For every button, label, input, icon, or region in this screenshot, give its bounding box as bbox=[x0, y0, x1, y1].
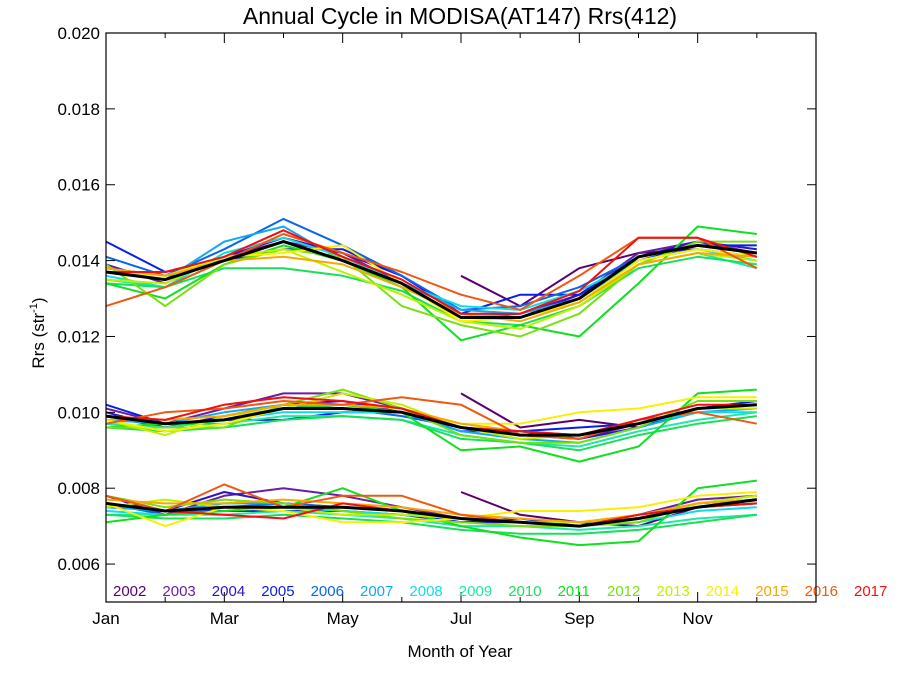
y-axis-label-close: ) bbox=[29, 297, 48, 303]
x-tick-label: Jan bbox=[92, 609, 119, 628]
series-line-2012-band-2 bbox=[106, 388, 757, 444]
legend-item-2007: 2007 bbox=[360, 583, 393, 600]
series-line-2012-band-1 bbox=[105, 240, 757, 338]
legend-item-2014: 2014 bbox=[706, 583, 739, 600]
x-tick-label: Mar bbox=[210, 609, 240, 628]
series-line-2011-band-1 bbox=[105, 225, 757, 342]
y-tick-label: 0.008 bbox=[57, 479, 100, 498]
y-tick-label: 0.006 bbox=[57, 555, 100, 574]
legend-item-2012: 2012 bbox=[607, 583, 640, 600]
y-axis-label-sup: -1 bbox=[28, 303, 40, 313]
mean-layer bbox=[105, 240, 757, 528]
legend-item-2011: 2011 bbox=[558, 583, 590, 600]
tick-layer: 0.006 0.008 0.010 0.012 0.014 0.016 0.018 0.020… bbox=[57, 24, 817, 628]
x-tick-label: May bbox=[327, 609, 360, 628]
y-axis-label-text: Rrs (str bbox=[29, 313, 48, 369]
plot-frame bbox=[105, 32, 817, 603]
x-tick-label: Jul bbox=[450, 609, 472, 628]
legend-item-2004: 2004 bbox=[212, 583, 245, 600]
legend-item-2016: 2016 bbox=[805, 583, 838, 600]
legend-item-2006: 2006 bbox=[311, 583, 344, 600]
series-line-2017-band-1 bbox=[106, 229, 758, 315]
legend-item-2017: 2017 bbox=[854, 583, 887, 600]
series-line-2014-band-3 bbox=[105, 491, 757, 528]
x-tick-label: Sep bbox=[564, 609, 594, 628]
mean-line-band-3 bbox=[105, 498, 757, 528]
series-line-2016-band-1 bbox=[105, 233, 758, 311]
legend: 2002 2003 2004 2005 2006 2007 2008 2009 2010 2011… bbox=[113, 583, 887, 600]
chart-title: Annual Cycle in MODISA(AT147) Rrs(412) bbox=[243, 3, 677, 29]
y-tick-label: 0.010 bbox=[57, 403, 100, 422]
y-tick-label: 0.020 bbox=[57, 24, 100, 43]
series-line-2011-band-3 bbox=[105, 479, 757, 547]
legend-item-2015: 2015 bbox=[755, 583, 788, 600]
series-line-2011-band-2 bbox=[105, 388, 757, 463]
x-axis-label: Month of Year bbox=[408, 642, 513, 661]
legend-item-2005: 2005 bbox=[261, 583, 294, 600]
legend-item-2002: 2002 bbox=[113, 583, 146, 600]
legend-item-2003: 2003 bbox=[162, 583, 195, 600]
y-tick-label: 0.014 bbox=[57, 252, 100, 271]
legend-item-2009: 2009 bbox=[459, 583, 492, 600]
legend-item-2010: 2010 bbox=[508, 583, 541, 600]
y-tick-label: 0.018 bbox=[57, 100, 100, 119]
series-line-2016-band-2 bbox=[105, 396, 757, 440]
legend-item-2008: 2008 bbox=[409, 583, 442, 600]
y-tick-label: 0.016 bbox=[57, 176, 100, 195]
y-axis-label: Rrs (str-1) bbox=[28, 297, 48, 368]
series-line-2017-band-2 bbox=[105, 396, 757, 437]
series-line-2010-band-3 bbox=[105, 513, 757, 535]
y-tick-label: 0.012 bbox=[57, 327, 100, 346]
legend-item-2013: 2013 bbox=[656, 583, 689, 600]
x-tick-label: Nov bbox=[683, 609, 714, 628]
mean-line-band-2 bbox=[105, 403, 757, 437]
mean-line-band-1 bbox=[105, 240, 757, 319]
